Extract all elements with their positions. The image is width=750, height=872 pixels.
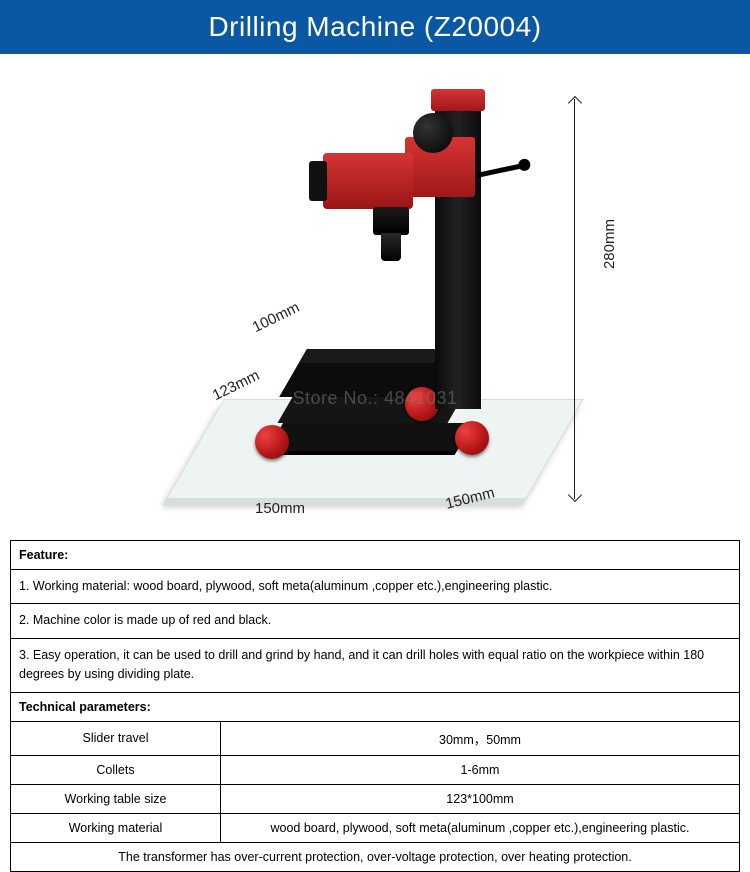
motor-body xyxy=(323,153,413,209)
dimension-line-height xyxy=(574,99,575,499)
param-value: 30mm，50mm xyxy=(221,721,740,755)
motor-cap xyxy=(309,161,327,201)
feature-item: 1. Working material: wood board, plywood… xyxy=(11,570,740,604)
drill-chuck xyxy=(381,233,401,261)
spec-table: Feature: 1. Working material: wood board… xyxy=(10,540,740,872)
column-cap xyxy=(431,89,485,111)
page-title-banner: Drilling Machine (Z20004) xyxy=(0,0,750,54)
feature-item: 2. Machine color is made up of red and b… xyxy=(11,604,740,638)
adjust-knob xyxy=(255,425,289,459)
spec-table-wrap: Feature: 1. Working material: wood board… xyxy=(10,540,740,872)
param-name: Slider travel xyxy=(11,721,221,755)
param-name: Collets xyxy=(11,755,221,784)
xy-stage-lower xyxy=(267,423,473,451)
dimension-label-height: 280mm xyxy=(601,219,618,269)
feature-item: 3. Easy operation, it can be used to dri… xyxy=(11,638,740,692)
dimension-label-table-depth: 100mm xyxy=(250,299,302,336)
product-figure: 280mm 100mm 123mm 150mm 150mm Store No.:… xyxy=(0,54,750,540)
feed-lever xyxy=(475,163,525,178)
param-value: 123*100mm xyxy=(221,784,740,813)
param-value: wood board, plywood, soft meta(aluminum … xyxy=(221,813,740,842)
adjust-knob xyxy=(405,387,439,421)
tech-heading: Technical parameters: xyxy=(11,692,740,721)
param-name: Working material xyxy=(11,813,221,842)
tech-footer: The transformer has over-current protect… xyxy=(11,842,740,871)
param-name: Working table size xyxy=(11,784,221,813)
machine-illustration: 280mm 100mm 123mm 150mm 150mm Store No.:… xyxy=(155,69,595,529)
dimension-label-base-w1: 150mm xyxy=(255,500,305,517)
page-title: Drilling Machine (Z20004) xyxy=(208,11,541,43)
param-value: 1-6mm xyxy=(221,755,740,784)
feature-heading: Feature: xyxy=(11,541,740,570)
spindle-collar xyxy=(373,207,409,235)
adjust-knob xyxy=(455,421,489,455)
feed-dial xyxy=(413,113,453,153)
